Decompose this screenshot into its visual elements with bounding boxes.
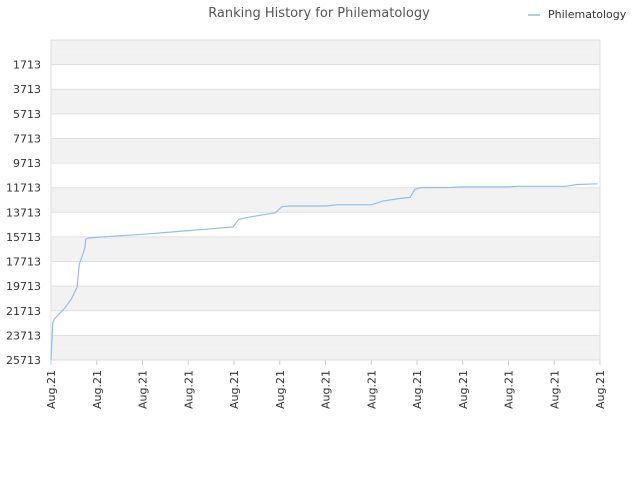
x-tick-label: Aug.21 [594, 370, 607, 409]
plot-frame [50, 39, 601, 361]
series-line-philematology [50, 183, 598, 361]
x-axis-ticks: Aug.21 Aug.21 Aug.21 Aug.21 Aug.21 Aug.21 Aug.… [45, 370, 607, 409]
x-tick-label: Aug.21 [228, 370, 241, 409]
x-tick-label: Aug.21 [548, 370, 561, 409]
x-tick-label: Aug.21 [137, 370, 150, 409]
x-tick-label: Aug.21 [274, 370, 287, 409]
y-tick-label: 7713 [13, 132, 41, 145]
plot-band [51, 323, 600, 336]
x-tick-label: Aug.21 [45, 370, 58, 409]
y-tick-label: 25713 [6, 354, 41, 367]
y-axis-ticks: 1713 3713 5713 7713 9713 11713 13713 15713 17713… [6, 59, 41, 367]
y-tick-label: 17713 [6, 256, 41, 269]
plot-band [51, 113, 600, 127]
plot-band [51, 175, 600, 188]
plot-bands [51, 40, 600, 360]
y-tick-label: 21713 [6, 305, 41, 318]
x-tick-label: Aug.21 [457, 370, 470, 409]
plot-band [51, 212, 600, 225]
x-tick-label: Aug.21 [91, 370, 104, 409]
y-tick-label: 23713 [6, 329, 41, 342]
plot-band [51, 347, 600, 360]
y-tick-label: 1713 [13, 59, 41, 72]
plot-band [51, 126, 600, 139]
plot-band [51, 89, 600, 102]
vertical-gridlines [50, 360, 601, 365]
plot-band [51, 76, 600, 90]
plot-band [51, 236, 600, 250]
plot-band [51, 335, 600, 348]
plot-band [51, 101, 600, 114]
y-tick-label: 11713 [6, 182, 41, 195]
plot-band [51, 40, 600, 53]
plot-band [51, 286, 600, 299]
plot-band [51, 52, 600, 65]
x-tick-label: Aug.21 [182, 370, 195, 409]
y-tick-label: 13713 [6, 206, 41, 219]
plot-band [51, 224, 600, 237]
plot-band [51, 273, 600, 287]
plot-band [51, 298, 600, 311]
plot-band [51, 163, 600, 176]
plot-band [51, 64, 600, 77]
plot-band [51, 187, 600, 200]
plot-band [51, 310, 600, 324]
x-tick-label: Aug.21 [411, 370, 424, 409]
x-tick-label: Aug.21 [365, 370, 378, 409]
plot-band [51, 261, 600, 274]
legend[interactable]: Philematology [528, 8, 627, 21]
chart-title: Ranking History for Philematology [208, 6, 430, 21]
plot-band [51, 249, 600, 262]
y-tick-label: 15713 [6, 231, 41, 244]
plot-band [51, 150, 600, 164]
x-tick-label: Aug.21 [503, 370, 516, 409]
x-tick-label: Aug.21 [320, 370, 333, 409]
y-tick-label: 9713 [13, 157, 41, 170]
y-tick-label: 3713 [13, 83, 41, 96]
plot-band [51, 138, 600, 151]
legend-label-philematology: Philematology [548, 8, 627, 21]
y-tick-label: 5713 [13, 108, 41, 121]
y-tick-label: 19713 [6, 280, 41, 293]
